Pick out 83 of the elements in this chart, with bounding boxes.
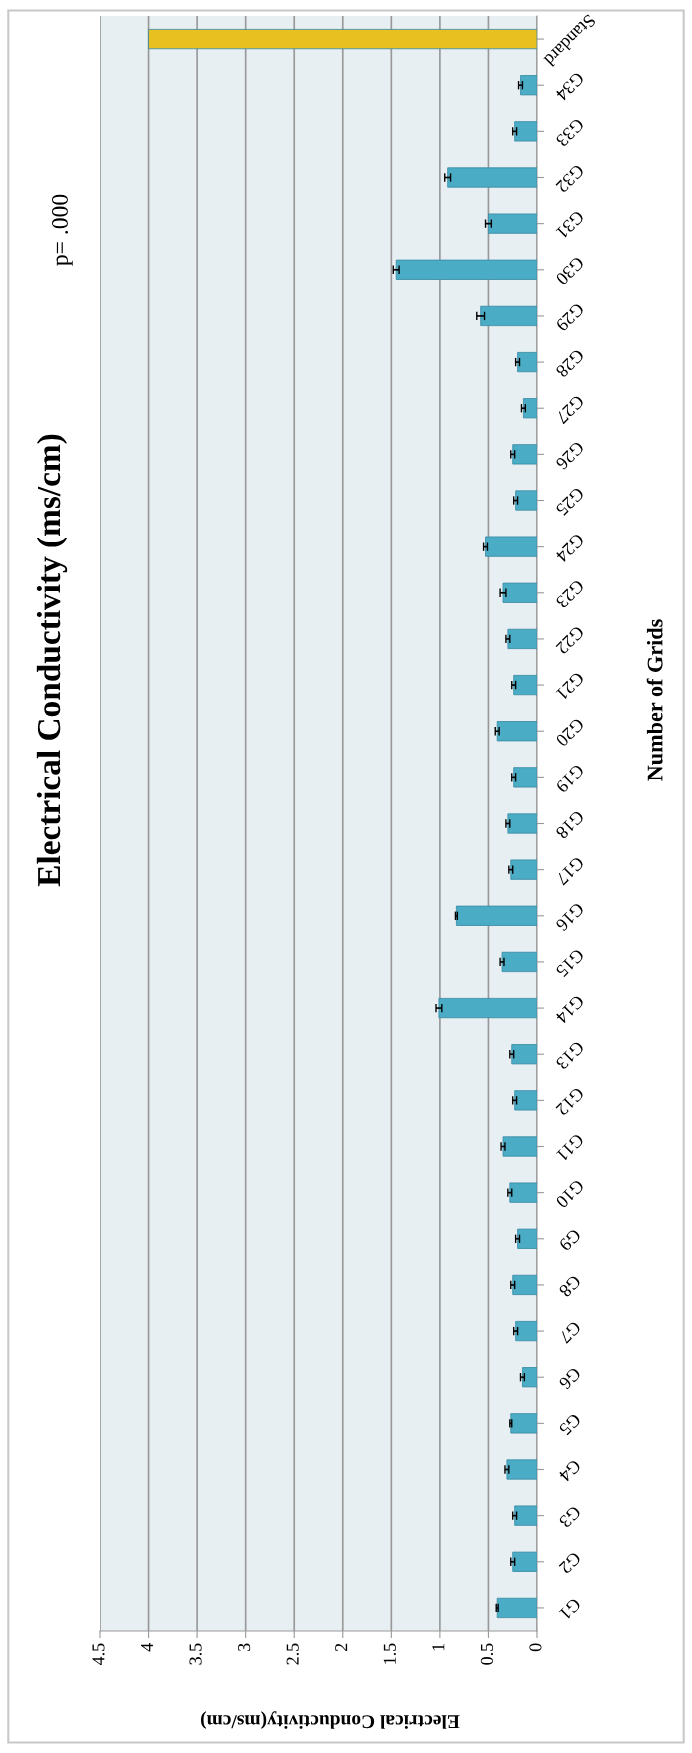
y-tick-label: G32 (555, 163, 585, 194)
y-tick-label: G4 (558, 1459, 582, 1483)
bar (514, 121, 537, 142)
y-tick-label: G15 (555, 948, 585, 978)
x-tick-label: 0.5 (480, 1643, 494, 1665)
x-tick-label: 1 (432, 1643, 445, 1651)
y-tick-label: G31 (555, 209, 585, 240)
bar (522, 398, 537, 419)
bar (513, 674, 537, 696)
text: Electrical Conductivity (ms/cm) (36, 434, 68, 887)
y-axis-title: Number of Grids (646, 619, 663, 781)
y-tick-label: G18 (555, 809, 585, 840)
y-tick-label: G25 (555, 486, 585, 517)
bar (507, 813, 537, 834)
bar (512, 1274, 537, 1296)
y-tick-label: G3 (558, 1505, 582, 1529)
y-tick-label: G9 (558, 1228, 582, 1252)
bar (506, 1459, 537, 1480)
bar (496, 721, 537, 742)
y-tick-label: G14 (554, 994, 585, 1025)
bar (501, 951, 537, 973)
bar (496, 1597, 537, 1619)
x-tick-label: 4.5 (92, 1643, 105, 1666)
y-tick-label: G1 (558, 1597, 582, 1621)
x-tick-label: 0 (529, 1643, 542, 1652)
bar (517, 351, 537, 373)
bar (509, 1182, 537, 1203)
y-tick-label: G27 (555, 394, 585, 425)
y-tick-label: G16 (555, 902, 585, 932)
bar (510, 859, 537, 880)
bar (455, 905, 537, 926)
bar (513, 767, 537, 788)
y-tick-label: G21 (555, 671, 585, 701)
y-tick-label: G22 (555, 625, 585, 655)
y-tick-label: G26 (555, 440, 585, 471)
bar (514, 1505, 537, 1526)
bar (522, 1367, 537, 1388)
bar (485, 536, 537, 557)
y-tick-label: G30 (555, 256, 585, 286)
y-tick-label: G23 (555, 579, 585, 609)
y-tick-label: G10 (555, 1178, 585, 1209)
bar (438, 997, 537, 1019)
bar (502, 1136, 537, 1157)
bar (395, 259, 537, 280)
y-tick-label: G28 (555, 348, 585, 378)
bar (488, 213, 537, 234)
bar (512, 444, 537, 465)
x-tick-label: 3 (238, 1643, 251, 1651)
bar (517, 1228, 537, 1249)
bar (447, 167, 537, 188)
y-tick-label: G5 (558, 1412, 582, 1437)
bar (512, 1551, 537, 1572)
y-tick-label: G7 (558, 1320, 582, 1344)
bar (515, 490, 537, 511)
y-tick-label: G29 (555, 302, 585, 332)
y-tick-label: G34 (554, 71, 585, 102)
x-axis-title: Electrical Conductivity(ms/cm) (200, 1711, 460, 1729)
y-tick-label: G12 (555, 1086, 585, 1117)
y-tick-label: G6 (558, 1366, 582, 1391)
bar (502, 582, 537, 603)
x-tick-label: 3.5 (189, 1643, 202, 1665)
x-tick-label: 2 (335, 1643, 348, 1652)
y-tick-label: G17 (555, 855, 585, 886)
bar (480, 305, 537, 327)
x-tick-label: 2.5 (286, 1643, 299, 1665)
bar (514, 1090, 537, 1111)
bar (148, 28, 537, 50)
y-tick-label: G24 (554, 532, 585, 563)
bar (510, 1413, 537, 1434)
y-tick-label: G2 (558, 1551, 582, 1575)
x-tick-label: 1.5 (383, 1643, 396, 1664)
bar (507, 628, 537, 650)
bar (511, 1044, 537, 1065)
y-tick-label: G20 (555, 717, 585, 748)
y-tick-label: G19 (555, 763, 585, 794)
y-tick-label: G8 (558, 1274, 582, 1298)
bar (515, 1320, 537, 1342)
y-tick-label: G13 (555, 1040, 585, 1071)
y-tick-label: G33 (555, 117, 585, 148)
bar (520, 75, 537, 96)
x-tick-label: 4 (141, 1643, 153, 1652)
y-tick-label: G11 (555, 1133, 585, 1162)
text: p= .000 (51, 194, 73, 266)
